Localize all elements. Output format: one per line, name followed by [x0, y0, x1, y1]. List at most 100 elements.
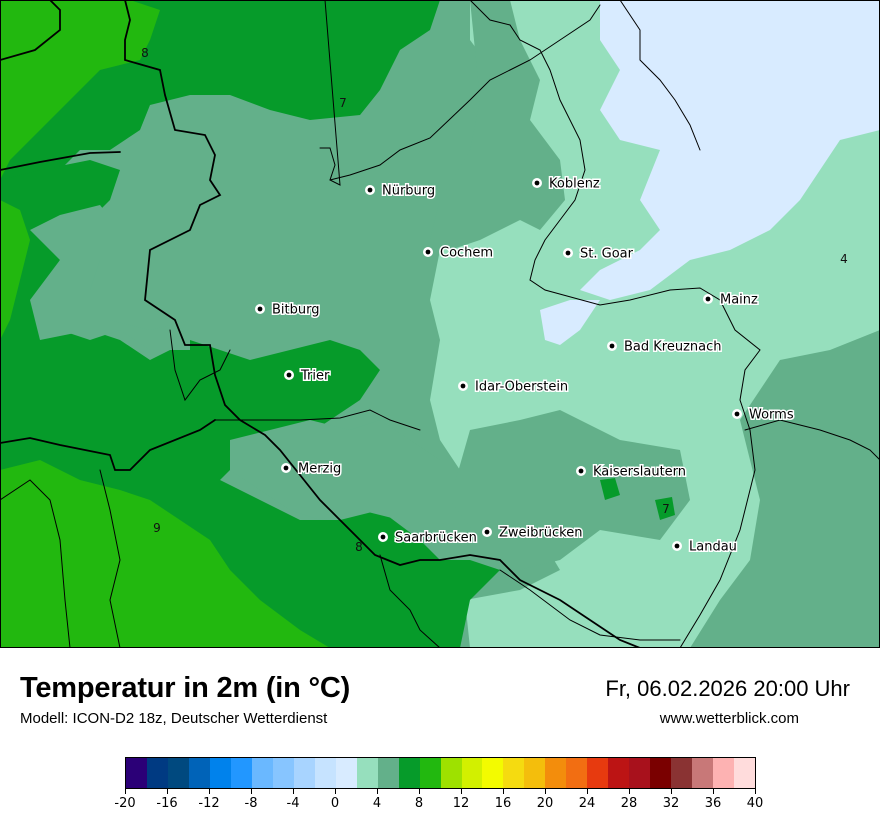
city-marker[interactable]: St. Goar	[563, 245, 635, 263]
city-dot-icon	[380, 534, 386, 540]
map-title: Temperatur in 2m (in °C)	[20, 672, 351, 704]
legend-tick	[167, 789, 168, 794]
city-dot-icon	[705, 296, 711, 302]
legend-tick-label: 24	[578, 796, 596, 811]
temp-zone-4-6-east	[690, 330, 880, 648]
city-marker[interactable]: Trier	[284, 367, 331, 385]
legend-swatch	[335, 758, 357, 788]
city-dot-icon	[257, 306, 263, 312]
city-marker[interactable]: Kaiserslautern	[576, 463, 688, 481]
legend-tick-label: -8	[244, 796, 258, 811]
city-dot-icon	[283, 465, 289, 471]
city-label: Nürburg	[382, 184, 435, 199]
legend-swatch	[356, 758, 378, 788]
model-subtitle: Modell: ICON-D2 18z, Deutscher Wetterdie…	[20, 710, 328, 727]
city-label: Trier	[300, 369, 330, 384]
legend-swatch	[713, 758, 735, 788]
city-label: Mainz	[720, 293, 758, 308]
legend-tick-label: 36	[704, 796, 722, 811]
legend-swatch	[440, 758, 462, 788]
city-label: St. Goar	[580, 247, 634, 262]
city-dot-icon	[460, 383, 466, 389]
city-label: Saarbrücken	[395, 531, 477, 546]
city-dot-icon	[565, 250, 571, 256]
legend-tick	[587, 789, 588, 794]
legend-swatch	[126, 758, 147, 788]
city-dot-icon	[484, 529, 490, 535]
legend-tick	[209, 789, 210, 794]
city-marker[interactable]: Zweibrücken	[482, 524, 584, 542]
legend-tick	[713, 789, 714, 794]
color-legend-ticks: -20 -16 -12 -8 -4 0 4 8 12 16 20 24 28 32 36 40	[114, 789, 763, 819]
legend-tick	[125, 789, 126, 794]
isoline-label: 8	[141, 46, 149, 60]
legend-swatch	[419, 758, 441, 788]
legend-swatch	[209, 758, 231, 788]
city-label: Worms	[749, 408, 794, 423]
temp-zone-0-2-west	[540, 300, 600, 345]
legend-tick-label: -12	[198, 796, 220, 811]
city-dot-icon	[578, 468, 584, 474]
legend-tick-label: 20	[536, 796, 554, 811]
website-link[interactable]: www.wetterblick.com	[659, 710, 799, 727]
city-dot-icon	[534, 180, 540, 186]
legend-swatch	[608, 758, 630, 788]
city-dot-icon	[609, 343, 615, 349]
legend-tick-label: -20	[114, 796, 136, 811]
city-label: Koblenz	[549, 177, 600, 192]
legend-tick-label: 28	[620, 796, 638, 811]
legend-swatch	[566, 758, 588, 788]
city-marker[interactable]: Bitburg	[255, 301, 321, 319]
city-label: Cochem	[440, 246, 493, 261]
legend-tick	[419, 789, 420, 794]
city-dot-icon	[734, 411, 740, 417]
color-legend-bar	[125, 757, 756, 789]
borders	[0, 0, 880, 648]
city-label: Zweibrücken	[499, 526, 582, 541]
city-marker[interactable]: Landau	[672, 538, 738, 556]
city-marker[interactable]: Idar-Oberstein	[458, 378, 570, 396]
legend-tick-label: 40	[746, 796, 764, 811]
legend-swatch	[146, 758, 168, 788]
legend-swatch	[272, 758, 294, 788]
legend-tick-label: 32	[662, 796, 680, 811]
city-marker[interactable]: Koblenz	[532, 175, 601, 193]
city-dot-icon	[425, 249, 431, 255]
legend-tick-label: 4	[372, 796, 382, 811]
legend-tick	[629, 789, 630, 794]
temp-zone-4-6-saar	[230, 420, 460, 520]
legend-tick	[377, 789, 378, 794]
temperature-map[interactable]: 8 7 4 9 8 7 Nürburg Koblenz Cochem St. Goar Mainz…	[0, 0, 880, 648]
city-marker[interactable]: Bad Kreuznach	[607, 338, 723, 356]
legend-swatch	[461, 758, 483, 788]
temp-zone-6-8-kaiserslautern	[600, 478, 620, 500]
isoline-label: 7	[339, 96, 347, 110]
legend-swatch	[251, 758, 273, 788]
legend-swatch	[545, 758, 567, 788]
temp-zone-6-8-landau	[655, 497, 675, 520]
city-dot-icon	[286, 372, 292, 378]
city-marker[interactable]: Mainz	[703, 291, 760, 309]
city-dot-icon	[674, 543, 680, 549]
legend-tick-label: 16	[494, 796, 512, 811]
city-marker[interactable]: Nürburg	[365, 182, 437, 200]
city-label: Landau	[689, 540, 737, 555]
city-label: Bitburg	[272, 303, 320, 318]
legend-tick	[671, 789, 672, 794]
legend-tick	[293, 789, 294, 794]
city-marker[interactable]: Saarbrücken	[378, 529, 478, 547]
city-marker[interactable]: Worms	[732, 406, 795, 424]
legend-swatch	[188, 758, 210, 788]
legend-tick	[251, 789, 252, 794]
legend-swatch	[503, 758, 525, 788]
legend-tick	[755, 789, 756, 794]
city-label: Idar-Oberstein	[475, 380, 568, 395]
city-marker[interactable]: Cochem	[423, 244, 495, 262]
temp-zone-4-6-palatinate	[450, 410, 690, 570]
city-label: Bad Kreuznach	[624, 340, 722, 355]
legend-swatch	[734, 758, 756, 788]
city-marker[interactable]: Merzig	[281, 460, 343, 478]
isoline-labels: 8 7 4 9 8 7	[141, 46, 848, 554]
forecast-datetime: Fr, 06.02.2026 20:00 Uhr	[605, 676, 850, 701]
legend-swatch	[167, 758, 189, 788]
